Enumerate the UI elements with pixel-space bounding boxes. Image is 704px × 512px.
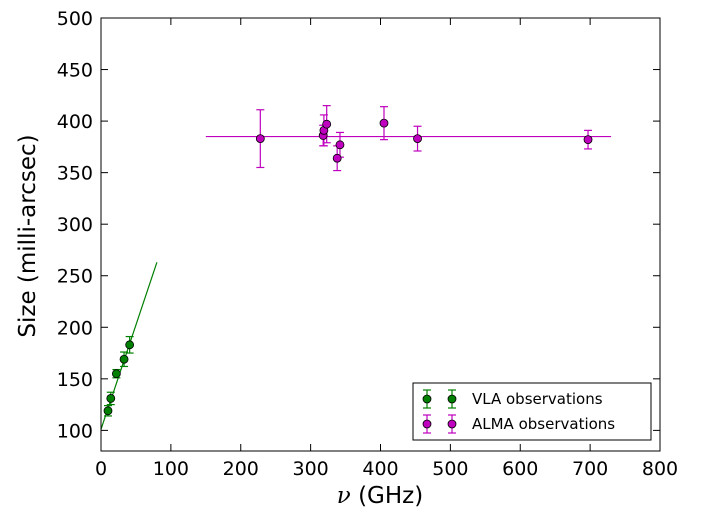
y-tick-label: 250	[57, 266, 93, 288]
y-tick-label: 400	[57, 111, 93, 133]
data-point	[413, 134, 422, 144]
x-tick-label: 300	[292, 458, 328, 480]
data-points	[103, 118, 593, 416]
legend-box	[412, 382, 652, 441]
x-axis-unit: (GHz)	[351, 483, 423, 509]
y-tick-label: 300	[57, 214, 93, 236]
legend-label: VLA observations	[472, 390, 603, 408]
y-tick-label: 450	[57, 60, 93, 82]
y-tick-label: 150	[57, 369, 93, 391]
legend-label: ALMA observations	[472, 415, 615, 433]
y-axis-title: Size (milli-arcsec)	[15, 134, 41, 337]
x-tick-label: 100	[153, 458, 189, 480]
data-point	[335, 140, 345, 150]
data-point	[379, 118, 389, 128]
legend-marker	[422, 419, 432, 429]
y-tick-label: 200	[57, 317, 93, 339]
x-tick-label: 800	[642, 458, 678, 480]
error-bars	[103, 105, 593, 417]
x-tick-label: 400	[362, 458, 398, 480]
x-axis-symbol: ν	[337, 483, 351, 509]
data-point	[106, 394, 116, 403]
legend-marker	[447, 394, 457, 404]
data-point	[103, 406, 113, 416]
x-tick-label: 600	[502, 458, 538, 480]
legend-marker	[422, 394, 432, 404]
data-point	[125, 340, 135, 350]
data-point	[322, 119, 332, 129]
legend: VLA observations ALMA observations	[412, 382, 652, 441]
tick-labels: 0 100 200 300 400 500 600 700 800100150200250300…	[57, 8, 678, 480]
axis-ticks	[100, 17, 661, 451]
y-tick-label: 500	[57, 8, 93, 30]
x-tick-label: 200	[223, 458, 259, 480]
data-point	[255, 134, 265, 144]
data-point	[583, 135, 593, 145]
x-tick-label: 500	[432, 458, 468, 480]
data-point	[119, 354, 129, 364]
x-axis-title: ν (GHz)	[337, 483, 423, 509]
x-tick-label: 700	[572, 458, 608, 480]
y-tick-label: 350	[57, 163, 93, 185]
x-tick-label: 0	[95, 458, 107, 480]
data-point	[111, 369, 121, 379]
legend-marker	[447, 419, 457, 429]
data-point	[332, 153, 342, 163]
y-tick-label: 100	[57, 420, 93, 442]
